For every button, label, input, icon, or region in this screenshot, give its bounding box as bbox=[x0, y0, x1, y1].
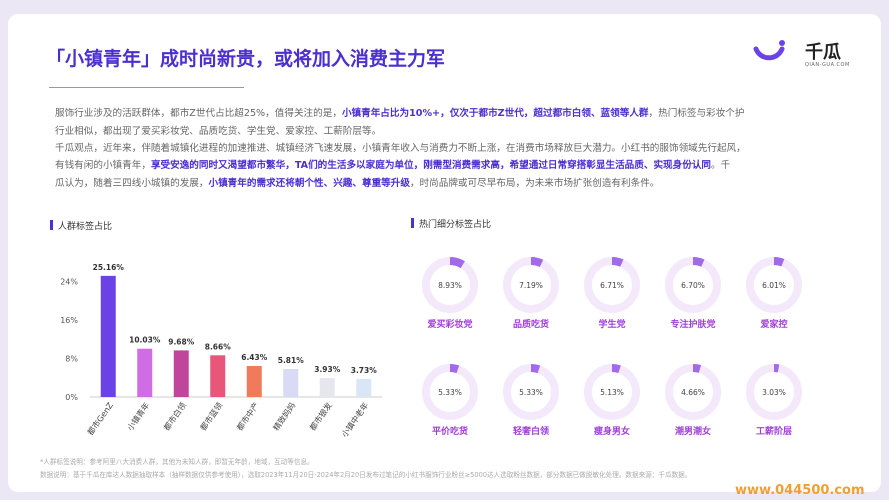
donut-category-label: 爱家控 bbox=[760, 318, 787, 330]
donut-category-label: 品质吃货 bbox=[513, 318, 549, 330]
paragraph-1-line-2: 行业相似，都出现了爱买彩妆党、品质吃货、学生党、爱家控、工薪阶层等。 bbox=[55, 125, 382, 137]
bar-value-label: 3.93% bbox=[314, 365, 341, 374]
x-tick-label: 小镇青年 bbox=[125, 400, 152, 432]
donut-value-label: 6.70% bbox=[681, 281, 705, 290]
bar bbox=[210, 355, 226, 397]
x-tick-label: 都市GenZ bbox=[85, 400, 115, 437]
donut-slice bbox=[746, 257, 802, 313]
donut-category-label: 爱买彩妆党 bbox=[427, 318, 472, 330]
paragraph-2-highlight: 享受安逸的同时又渴望都市繁华，TA们的生活多以家庭为单位，刚需型消费需求高，希望… bbox=[150, 160, 712, 171]
donut-category-label: 专注护肤党 bbox=[670, 318, 715, 330]
bar bbox=[137, 348, 153, 397]
section-title-population: 人群标签占比 bbox=[50, 219, 112, 232]
y-tick-label: 8% bbox=[65, 354, 78, 363]
donut-value-label: 4.66% bbox=[681, 388, 705, 397]
section-title-tags: 热门细分标签占比 bbox=[411, 217, 491, 230]
bar-value-label: 5.81% bbox=[278, 356, 305, 365]
donut-value-label: 3.03% bbox=[762, 388, 786, 397]
donut-value-label: 5.13% bbox=[600, 388, 624, 397]
qiangua-logo-icon bbox=[753, 40, 785, 61]
x-tick-label: 都市蓝领 bbox=[198, 400, 225, 432]
paragraph-1-highlight: 小镇青年占比为10%+，仅次于都市Z世代，超过都市白领、蓝领等人群 bbox=[341, 108, 649, 119]
donut-value-label: 7.19% bbox=[519, 281, 543, 290]
paragraph-1-text: 服饰行业涉及的活跃群体，都市Z世代占比超25%，值得关注的是， bbox=[55, 108, 342, 119]
donut-item: 5.33% 轻奢白领 bbox=[503, 364, 559, 437]
donut-value-label: 6.01% bbox=[762, 281, 786, 290]
donut-value-label: 8.93% bbox=[438, 281, 462, 290]
donut-slice bbox=[503, 257, 559, 313]
donut-category-label: 瘦身男女 bbox=[594, 425, 630, 437]
donut-item: 6.01% 爱家控 bbox=[746, 257, 802, 330]
bar bbox=[246, 366, 262, 397]
donut-category-label: 工薪阶层 bbox=[756, 425, 792, 437]
x-tick-label: 都市白领 bbox=[161, 400, 188, 432]
donut-slice bbox=[584, 257, 640, 313]
section-title-text: 热门细分标签占比 bbox=[419, 220, 492, 230]
footer-note-tags: *人群标签说明：参考阿里八大消费人群，其他为未知人群，即暂无年龄，地域，互动等信… bbox=[40, 458, 314, 466]
paragraph-1: 服饰行业涉及的活跃群体，都市Z世代占比超25%，值得关注的是，小镇青年占比为10… bbox=[55, 105, 850, 140]
paragraph-2-text: 有钱有闲的小镇青年， bbox=[55, 160, 151, 171]
bar bbox=[356, 379, 372, 397]
section-title-text: 人群标签占比 bbox=[58, 222, 113, 232]
donut-item: 6.70% 专注护肤党 bbox=[665, 257, 721, 330]
y-tick-label: 16% bbox=[60, 316, 78, 325]
x-tick-label: 小镇中老年 bbox=[339, 400, 370, 439]
logo-subtext: QIAN-GUA.COM bbox=[805, 62, 850, 68]
paragraph-2-line-2: 有钱有闲的小镇青年，享受安逸的同时又渴望都市繁华，TA们的生活多以家庭为单位，刚… bbox=[55, 157, 850, 175]
bar-value-label: 10.03% bbox=[129, 336, 161, 345]
paragraph-2-line-1: 千瓜观点，近年来，伴随着城镇化进程的加速推进、城镇经济飞速发展，小镇青年收入与消… bbox=[55, 143, 746, 154]
donut-item: 5.33% 平价吃货 bbox=[422, 364, 478, 437]
donut-category-label: 轻奢白领 bbox=[513, 425, 549, 437]
watermark: www.044500.com bbox=[735, 483, 865, 498]
x-tick-label: 都市银发 bbox=[307, 400, 334, 432]
donut-slice bbox=[584, 364, 640, 420]
donut-category-label: 平价吃货 bbox=[432, 425, 468, 437]
paragraph-3-text: 瓜认为，随着三四线小城镇的发展， bbox=[55, 178, 209, 189]
paragraph-1-text-end: ，热门标签与彩妆个护 bbox=[648, 108, 745, 119]
donut-slice bbox=[422, 257, 478, 313]
bar-value-label: 8.66% bbox=[205, 342, 232, 351]
donut-value-label: 5.33% bbox=[438, 388, 462, 397]
donut-item: 3.03% 工薪阶层 bbox=[746, 364, 802, 437]
y-tick-label: 0% bbox=[65, 393, 78, 402]
bar-value-label: 6.43% bbox=[241, 353, 268, 362]
page-title: 「小镇青年」成时尚新贵，或将加入消费主力军 bbox=[46, 48, 446, 70]
section-marker bbox=[50, 220, 53, 230]
donut-slice bbox=[503, 364, 559, 420]
donut-item: 8.93% 爱买彩妆党 bbox=[422, 257, 478, 330]
donut-item: 4.66% 潮男潮女 bbox=[665, 364, 721, 437]
population-bar-chart: 24% 16% 8% 0% 25.16% 都市GenZ 10.03% 小镇青年 9.68% 都市白… bbox=[60, 263, 382, 439]
donut-slice bbox=[665, 257, 721, 313]
bar-value-label: 25.16% bbox=[93, 263, 125, 272]
footer-note-data: 数据说明：基于千瓜在库达人数据抽取样本（抽样数据仅供参考使用），选取2023年1… bbox=[40, 471, 692, 479]
paragraph-3-highlight: 小镇青年的需求还将朝个性、兴趣、尊重等升级 bbox=[208, 178, 410, 189]
bar bbox=[173, 350, 189, 397]
title-divider bbox=[49, 87, 244, 88]
paragraph-3-text-end: ，时尚品牌或可尽早布局，为未来市场扩张创造有利条件。 bbox=[409, 178, 660, 189]
donut-item: 6.71% 学生党 bbox=[584, 257, 640, 330]
x-tick-label: 都市中产 bbox=[234, 400, 261, 432]
x-tick-label: 精致妈妈 bbox=[271, 400, 298, 432]
paragraph-2-text-end: 。千 bbox=[711, 160, 731, 171]
paragraph-2-line-3: 瓜认为，随着三四线小城镇的发展，小镇青年的需求还将朝个性、兴趣、尊重等升级，时尚… bbox=[55, 175, 850, 193]
tag-donut-grid: 8.93% 爱买彩妆党 7.19% 品质吃货 6.71% 学生党 6.70% 专注护肤党 6.0… bbox=[422, 257, 802, 437]
donut-category-label: 潮男潮女 bbox=[675, 425, 711, 437]
bar-value-label: 9.68% bbox=[168, 337, 195, 346]
bar-value-label: 3.73% bbox=[351, 366, 378, 375]
donut-category-label: 学生党 bbox=[598, 318, 625, 330]
donut-value-label: 6.71% bbox=[600, 281, 624, 290]
donut-item: 5.13% 瘦身男女 bbox=[584, 364, 640, 437]
donut-item: 7.19% 品质吃货 bbox=[503, 257, 559, 330]
bar bbox=[100, 275, 116, 397]
y-tick-label: 24% bbox=[60, 277, 78, 286]
donut-slice bbox=[665, 364, 721, 420]
donut-slice bbox=[746, 364, 802, 420]
donut-slice bbox=[422, 364, 478, 420]
bar bbox=[319, 378, 335, 397]
logo-text: 千瓜 bbox=[805, 42, 841, 63]
bar bbox=[283, 369, 299, 397]
donut-value-label: 5.33% bbox=[519, 388, 543, 397]
section-marker bbox=[411, 218, 414, 228]
